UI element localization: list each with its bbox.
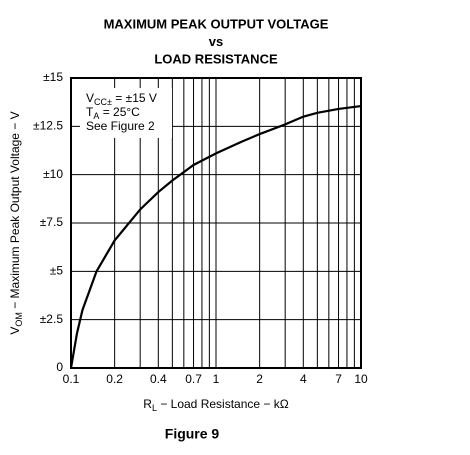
y-tick-label: 0 (56, 360, 63, 374)
x-tick-label: 0.4 (150, 372, 167, 386)
x-axis-label-rest: − Load Resistance − kΩ (157, 397, 289, 411)
x-axis-label-sub: L (152, 403, 157, 413)
x-tick-label: 2 (256, 372, 263, 386)
x-tick-label: 0.7 (185, 372, 202, 386)
annotation-rest: = 25°C (99, 105, 140, 119)
y-tick-label: ±12.5 (33, 119, 63, 133)
chart-title: vs (209, 34, 223, 49)
x-tick-label: 7 (335, 372, 342, 386)
y-tick-label: ±7.5 (40, 215, 64, 229)
chart-title: LOAD RESISTANCE (154, 51, 278, 66)
x-tick-label: 4 (300, 372, 307, 386)
annotation: VCC± = ±15 V (86, 91, 157, 107)
chart-title: MAXIMUM PEAK OUTPUT VOLTAGE (104, 16, 329, 31)
y-axis-label-sub: OM (14, 312, 24, 327)
annotation-sub: A (93, 111, 99, 121)
annotation-box (80, 88, 172, 138)
x-tick-label: 0.1 (63, 372, 80, 386)
annotation-sub: CC± (94, 97, 112, 107)
y-tick-label: ±2.5 (40, 312, 64, 326)
annotation-rest: = ±15 V (112, 91, 157, 105)
annotation-main: V (86, 91, 94, 105)
y-axis-label-rest: − Maximum Peak Output Voltage − V (8, 111, 22, 312)
annotation-main: See Figure 2 (86, 119, 155, 133)
annotation: See Figure 2 (86, 119, 155, 133)
x-tick-label: 10 (354, 372, 368, 386)
y-tick-label: ±5 (50, 264, 64, 278)
annotation: TA = 25°C (86, 105, 140, 121)
x-tick-label: 0.2 (106, 372, 123, 386)
plot-frame (70, 77, 362, 369)
y-axis-label-main: V (8, 327, 22, 335)
curve (69, 104, 362, 369)
y-tick-label: ±15 (43, 70, 63, 84)
annotation-main: T (86, 105, 94, 119)
x-tick-label: 1 (213, 372, 220, 386)
x-axis-label: RL − Load Resistance − kΩ (143, 397, 288, 413)
caption: Figure 9 (165, 426, 220, 442)
x-axis-label-main: R (143, 397, 152, 411)
y-tick-label: ±10 (43, 167, 63, 181)
y-axis-label: VOM − Maximum Peak Output Voltage − V (8, 111, 24, 334)
